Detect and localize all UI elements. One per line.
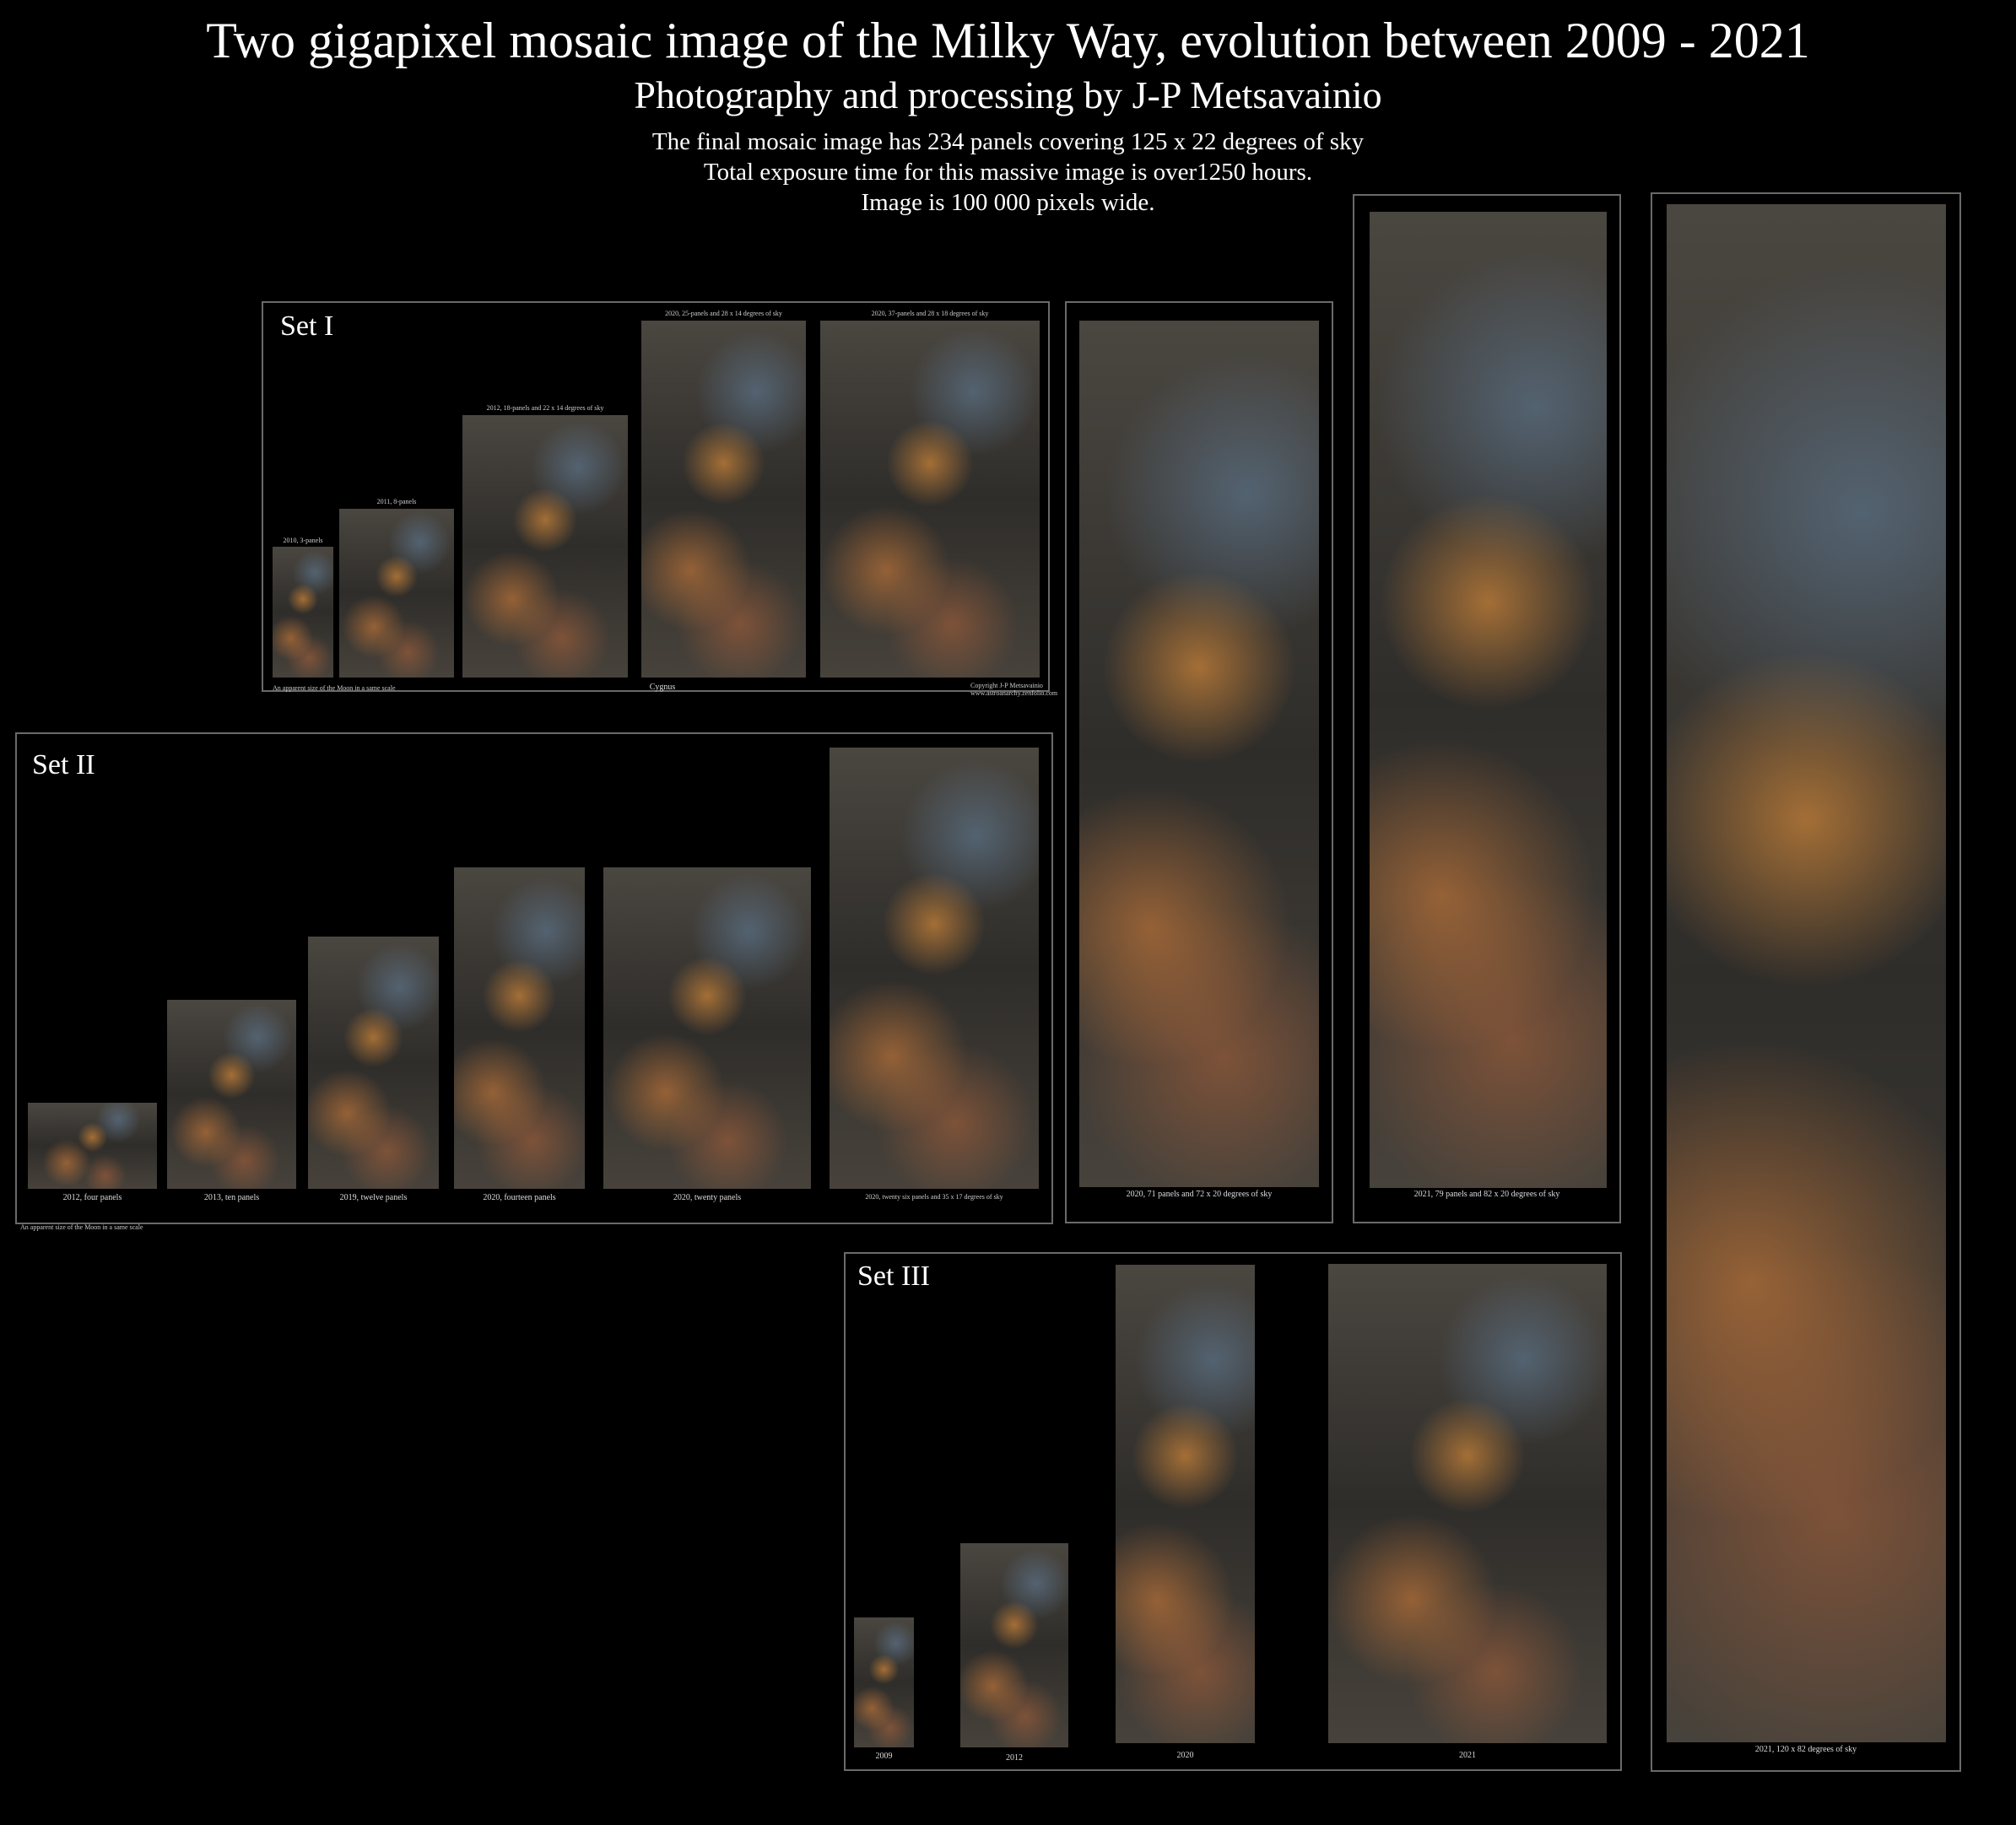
set-1-caption-2020-25: 2020, 25-panels and 28 x 14 degrees of s…: [665, 310, 782, 317]
set-3-panel-2009: [854, 1617, 914, 1747]
set-3-caption-2020: 2020: [1176, 1751, 1194, 1760]
info-line-3: Image is 100 000 pixels wide.: [861, 189, 1155, 216]
set-2-panel-2019: [308, 937, 439, 1189]
subtitle: Photography and processing by J-P Metsav…: [634, 73, 1382, 116]
set-2-caption-2019: 2019, twelve panels: [339, 1193, 408, 1202]
set-1-copyright: Copyright J-P Metsavainio www.astroanarc…: [970, 682, 1058, 697]
big-2-caption: 2021, 79 panels and 82 x 20 degrees of s…: [1413, 1190, 1560, 1199]
big-2-panel: [1370, 212, 1607, 1188]
set-1-caption-2010: 2010, 3-panels: [283, 537, 323, 544]
set-2-panel-2020-20: [603, 867, 811, 1189]
set-3-frame: [844, 1252, 1622, 1771]
big-3-panel: [1667, 204, 1946, 1742]
main-title: Two gigapixel mosaic image of the Milky …: [206, 13, 1810, 68]
set-3-label: Set III: [857, 1261, 930, 1292]
set-2-caption-2020-14: 2020, fourteen panels: [483, 1193, 556, 1202]
big-3-frame: [1651, 192, 1961, 1772]
set-2-label: Set II: [32, 749, 95, 780]
set-2-caption-2013: 2013, ten panels: [203, 1193, 260, 1202]
set-1-panel-2012: [462, 415, 628, 678]
big-2-frame: [1353, 194, 1621, 1223]
set-2-panel-2020-14: [454, 867, 585, 1189]
set-2-panel-2012: [28, 1103, 157, 1189]
info-line-2: Total exposure time for this massive ima…: [703, 159, 1313, 186]
set-2-caption-2012: 2012, four panels: [62, 1193, 122, 1202]
set-3-panel-2012: [960, 1543, 1068, 1747]
set-2-moon-note: An apparent size of the Moon in a same s…: [20, 1223, 143, 1231]
big-3-caption: 2021, 120 x 82 degrees of sky: [1754, 1745, 1857, 1754]
info-line-1: The final mosaic image has 234 panels co…: [651, 128, 1365, 155]
set-3-caption-2009: 2009: [875, 1752, 893, 1761]
set-1-caption-2011: 2011, 8-panels: [376, 498, 417, 505]
set-2-panel-2020-26: [830, 748, 1039, 1189]
set-3-panel-2021: [1328, 1264, 1607, 1743]
set-1-caption-2020-37: 2020, 37-panels and 28 x 18 degrees of s…: [871, 310, 989, 317]
set-1-cygnus-label: Cygnus: [649, 683, 676, 692]
set-1-panel-2011: [339, 509, 454, 678]
set-2-frame: [15, 732, 1053, 1224]
set-1-panel-2020-37: [820, 321, 1040, 678]
set-1-panel-2020-25: [641, 321, 806, 678]
set-1-frame: [262, 301, 1050, 692]
set-3-caption-2012: 2012: [1006, 1753, 1023, 1763]
big-1-caption: 2020, 71 panels and 72 x 20 degrees of s…: [1126, 1190, 1273, 1199]
set-2-caption-2020-20: 2020, twenty panels: [673, 1193, 742, 1202]
set-1-moon-note: An apparent size of the Moon in a same s…: [273, 684, 396, 692]
big-1-frame: [1065, 301, 1333, 1223]
set-3-caption-2021: 2021: [1459, 1751, 1476, 1760]
set-1-panel-2010: [273, 547, 333, 678]
set-1-caption-2012: 2012, 18-panels and 22 x 14 degrees of s…: [486, 404, 604, 412]
set-2-panel-2013: [167, 1000, 296, 1189]
set-3-panel-2020: [1116, 1265, 1255, 1743]
set-1-label: Set I: [280, 310, 334, 342]
big-1-panel: [1079, 321, 1319, 1187]
set-2-caption-2020-26: 2020, twenty six panels and 35 x 17 degr…: [865, 1193, 1003, 1201]
